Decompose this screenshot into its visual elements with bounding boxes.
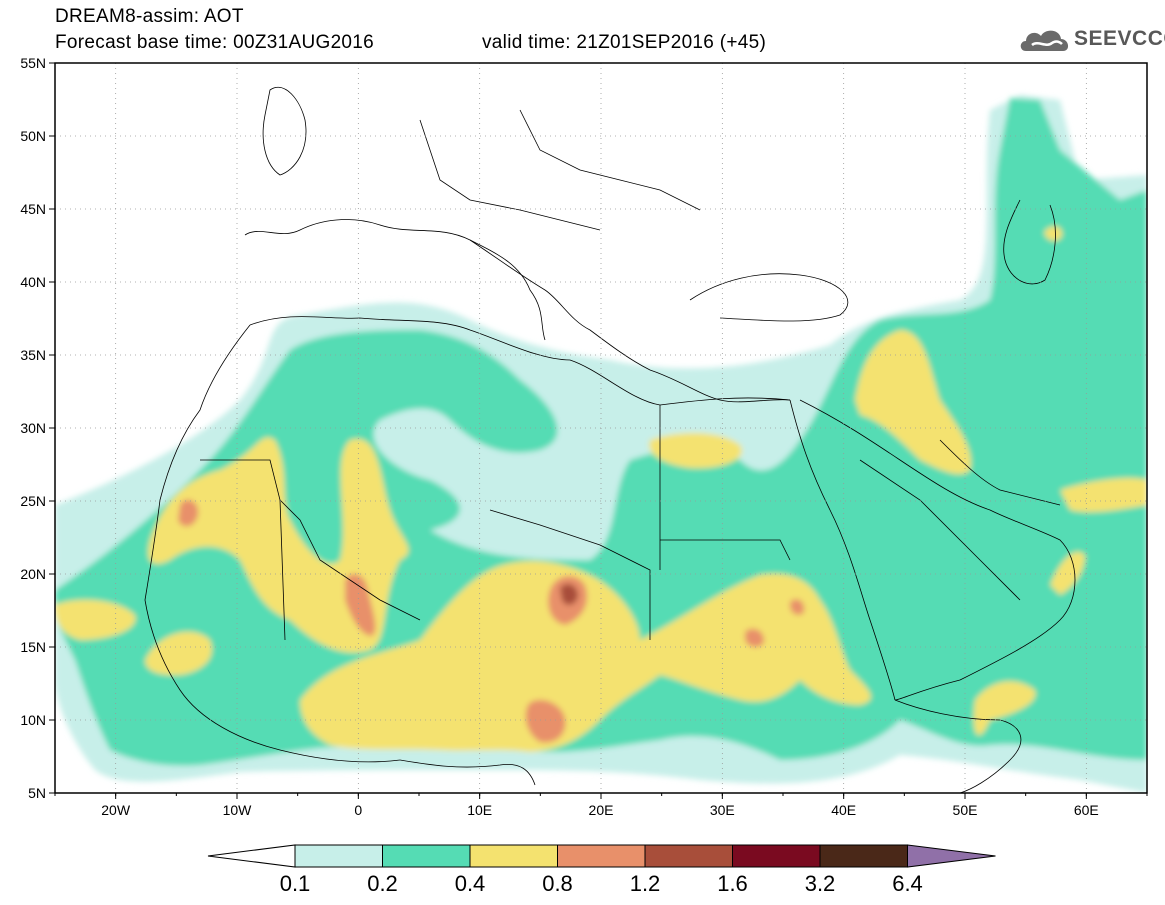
lon-tick-label: 10E (467, 802, 492, 818)
model-title: DREAM8-assim: AOT (55, 6, 244, 27)
aot-layer-0.8-e (745, 628, 765, 648)
lon-tick-label: 40E (831, 802, 856, 818)
aot-layer-0.4-libya (649, 433, 742, 469)
lat-tick-label: 55N (20, 55, 46, 71)
coast-arabia (799, 399, 1076, 701)
lat-tick-label: 5N (28, 785, 46, 801)
aot-layer-0.8-c (525, 699, 566, 743)
aot-layer-0.4-arabia (855, 330, 971, 475)
border-chad (489, 509, 651, 640)
border-europe-b (519, 109, 701, 211)
colorbar-high-arrow (907, 844, 996, 868)
aot-layer-0.4-gulf (1060, 478, 1147, 513)
lat-tick-label: 20N (20, 566, 46, 582)
colorbar-label: 3.2 (805, 871, 836, 896)
coast-horn (894, 699, 1022, 793)
coast-caspian (1003, 199, 1056, 285)
lat-tick-label: 30N (20, 420, 46, 436)
border-europe-a (419, 119, 601, 231)
lon-tick-label: 20W (101, 802, 131, 818)
coast-europe (244, 219, 791, 403)
colorbar-swatch (732, 844, 821, 868)
latitude-labels: 55N 50N 45N 40N 35N 30N 25N 20N 15N 10N 5N (20, 55, 55, 801)
logo-text: SEEVCCC (1074, 27, 1165, 50)
colorbar-label: 0.4 (455, 871, 486, 896)
cloud-icon (1020, 30, 1069, 51)
coast-britain (262, 87, 307, 176)
colorbar-label: 6.4 (892, 871, 923, 896)
coast-red-sea (789, 399, 896, 701)
lon-tick-label: 50E (953, 802, 978, 818)
lat-tick-label: 45N (20, 201, 46, 217)
aot-layer-1.2 (560, 583, 578, 605)
coastlines (144, 87, 1076, 793)
coast-persian-gulf (939, 439, 1061, 506)
colorbar-swatch (644, 844, 733, 868)
lon-tick-label: 60E (1074, 802, 1099, 818)
colorbar-swatch (382, 844, 471, 868)
aot-layer-0.4-senegal (55, 599, 136, 640)
colorbar-swatch (557, 844, 646, 868)
colorbar-label: 0.2 (367, 871, 398, 896)
lon-tick-label: 0 (354, 802, 362, 818)
border-arabia (859, 459, 1021, 601)
lat-tick-label: 25N (20, 493, 46, 509)
colorbar-label: 0.8 (542, 871, 573, 896)
lat-tick-label: 10N (20, 712, 46, 728)
aot-layer-0.8-d (178, 499, 199, 527)
aot-layer-0.4-oman (1050, 551, 1085, 595)
lon-tick-label: 30E (710, 802, 735, 818)
coast-north-africa (249, 316, 791, 406)
border-maghreb (279, 499, 421, 621)
aot-layer-0.8-f (790, 599, 805, 615)
border-mali (200, 459, 286, 641)
lon-tick-label: 10W (223, 802, 253, 818)
colorbar-label: 0.1 (280, 871, 311, 896)
colorbar-swatch (294, 844, 383, 868)
colorbar-swatch (819, 844, 908, 868)
lat-tick-label: 35N (20, 347, 46, 363)
colorbar-low-arrow (207, 844, 296, 868)
lon-tick-label: 20E (589, 802, 614, 818)
border-sudan (660, 539, 791, 561)
colorbar-label: 1.6 (717, 871, 748, 896)
lat-tick-label: 15N (20, 639, 46, 655)
coast-gulf-guinea (399, 759, 536, 786)
lat-tick-label: 50N (20, 128, 46, 144)
aot-layer-0.4-west (148, 437, 409, 653)
aot-layer-0.4-aral (1044, 226, 1063, 241)
colorbar: 0.1 0.2 0.4 0.8 1.2 1.6 3.2 6.4 (207, 844, 996, 896)
lat-tick-label: 40N (20, 274, 46, 290)
coast-black-sea (689, 273, 849, 322)
coast-west-africa (144, 324, 401, 763)
valid-time: valid time: 21Z01SEP2016 (+45) (482, 32, 767, 53)
aot-layer-0.8-a (345, 574, 376, 636)
aot-layer-0.4-central (300, 560, 871, 752)
colorbar-swatch (469, 844, 558, 868)
base-time: Forecast base time: 00Z31AUG2016 (55, 32, 375, 53)
aot-layer-0.4-somalia (973, 681, 1036, 736)
longitude-labels: 20W 10W 0 10E 20E 30E 40E 50E 60E (54, 793, 1148, 818)
map-grid (55, 63, 1147, 793)
coast-italy (469, 239, 546, 341)
colorbar-label: 1.2 (630, 871, 661, 896)
seevccc-logo: SEEVCCC (1018, 24, 1165, 56)
aot-layer-0.4-guinea (145, 631, 212, 676)
